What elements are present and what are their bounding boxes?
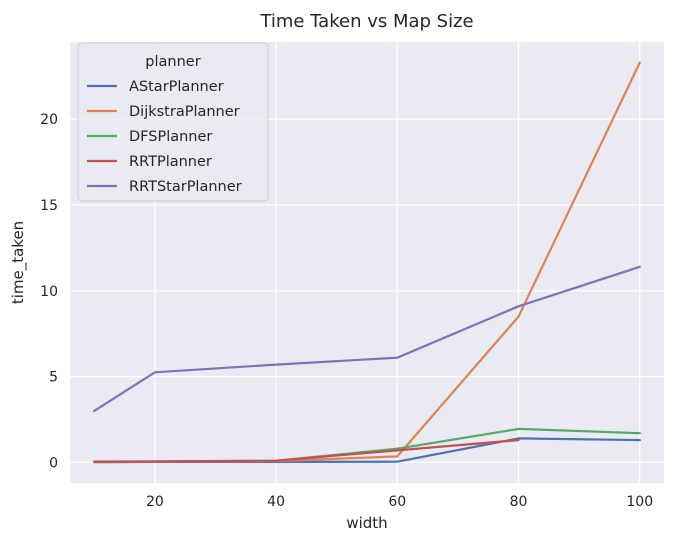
legend-label: RRTStarPlanner: [129, 179, 242, 195]
x-axis-label: width: [346, 514, 387, 532]
x-tick-label: 20: [146, 494, 164, 510]
x-tick-label: 60: [388, 494, 406, 510]
series-line-rrtstarplanner: [93, 265, 641, 412]
x-tick-label: 40: [267, 494, 285, 510]
y-tick-label: 15: [40, 198, 58, 214]
y-tick-labels: 0 5 10 15 20: [40, 112, 58, 471]
series-line-rrtplanner: [93, 439, 520, 463]
y-tick-label: 0: [49, 455, 58, 471]
y-axis-label: time_taken: [9, 221, 28, 304]
legend: planner AStarPlanner DijkstraPlanner DFSPl…: [77, 42, 269, 202]
chart-title: Time Taken vs Map Size: [259, 11, 473, 32]
legend-label: AStarPlanner: [129, 79, 224, 95]
legend-label: RRTPlanner: [129, 154, 212, 170]
legend-label: DFSPlanner: [129, 129, 212, 145]
x-tick-labels: 20 40 60 80 100: [146, 494, 653, 510]
legend-label: DijkstraPlanner: [129, 104, 240, 120]
y-tick-label: 5: [49, 370, 58, 386]
legend-title: planner: [145, 54, 200, 70]
y-tick-label: 20: [40, 112, 58, 128]
series-lines: [93, 61, 641, 464]
x-tick-label: 100: [626, 494, 653, 510]
y-tick-label: 10: [40, 284, 58, 300]
x-tick-label: 80: [510, 494, 528, 510]
legend-box: [77, 42, 269, 202]
